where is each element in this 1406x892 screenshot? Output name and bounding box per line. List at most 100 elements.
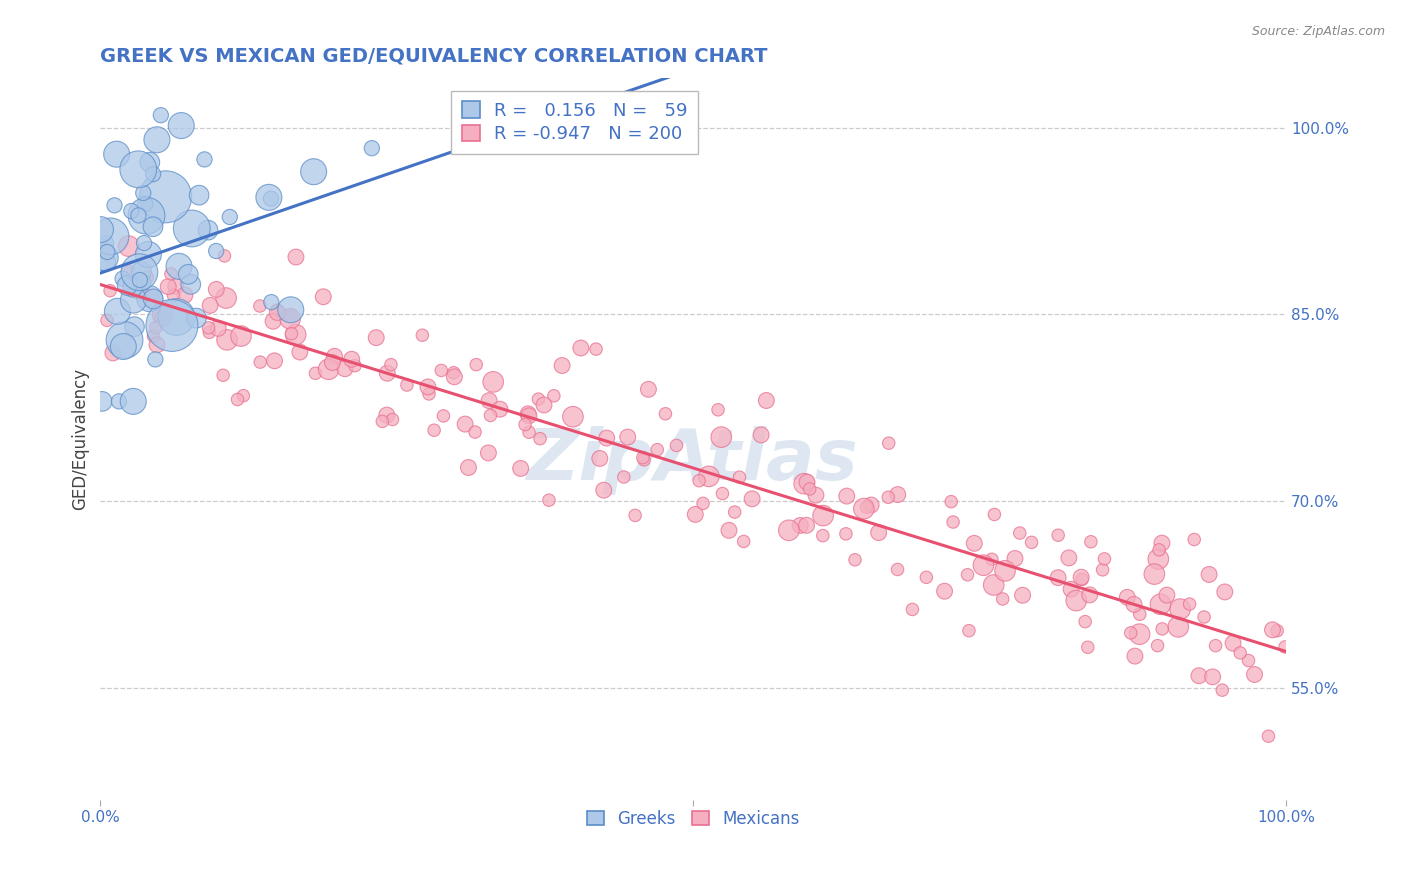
Point [835, 526, 858, 541]
Point [128, 265, 150, 279]
Point [631, 450, 654, 465]
Point [111, 271, 134, 285]
Point [278, 311, 301, 326]
Point [127, 208, 149, 222]
Point [1119, 626, 1142, 640]
Point [749, 428, 772, 442]
Point [1201, 670, 1223, 684]
Point [366, 331, 388, 345]
Point [513, 417, 536, 432]
Point [145, 320, 167, 334]
Y-axis label: GED/Equivalency: GED/Equivalency [72, 368, 89, 509]
Legend: Greeks, Mexicans: Greeks, Mexicans [581, 803, 806, 835]
Point [517, 409, 540, 423]
Point [340, 352, 363, 367]
Point [136, 270, 159, 285]
Point [284, 327, 307, 342]
Point [707, 402, 730, 417]
Point [381, 412, 404, 426]
Point [430, 363, 453, 377]
Point [1077, 640, 1099, 655]
Point [198, 298, 221, 312]
Point [146, 338, 169, 352]
Point [886, 562, 908, 576]
Point [1156, 588, 1178, 602]
Point [778, 524, 800, 538]
Point [711, 486, 734, 500]
Point [595, 431, 617, 445]
Point [132, 276, 155, 290]
Point [152, 308, 174, 322]
Point [212, 368, 235, 383]
Point [877, 490, 900, 504]
Point [1265, 624, 1288, 638]
Point [266, 305, 288, 319]
Point [616, 430, 638, 444]
Point [645, 442, 668, 457]
Point [193, 153, 215, 167]
Point [115, 278, 138, 293]
Point [860, 498, 883, 512]
Point [1182, 533, 1205, 547]
Point [844, 553, 866, 567]
Point [1222, 636, 1244, 650]
Point [380, 358, 402, 372]
Point [457, 460, 479, 475]
Point [855, 500, 877, 515]
Point [509, 461, 531, 475]
Point [613, 470, 636, 484]
Point [1149, 597, 1171, 611]
Point [835, 489, 858, 503]
Point [114, 333, 136, 347]
Point [755, 393, 778, 408]
Point [957, 624, 980, 638]
Point [1147, 542, 1170, 557]
Point [215, 333, 238, 347]
Point [146, 133, 169, 147]
Point [117, 264, 139, 278]
Point [1178, 597, 1201, 611]
Point [375, 366, 398, 380]
Point [207, 321, 229, 335]
Point [529, 432, 551, 446]
Point [1074, 615, 1097, 629]
Text: Source: ZipAtlas.com: Source: ZipAtlas.com [1251, 25, 1385, 38]
Point [887, 487, 910, 501]
Point [1146, 639, 1168, 653]
Point [249, 355, 271, 369]
Point [941, 494, 963, 508]
Point [637, 382, 659, 396]
Point [1057, 550, 1080, 565]
Point [1021, 535, 1043, 549]
Point [263, 354, 285, 368]
Point [142, 292, 165, 306]
Point [710, 430, 733, 444]
Point [1123, 598, 1146, 612]
Point [1080, 534, 1102, 549]
Point [665, 438, 688, 452]
Point [465, 358, 488, 372]
Point [138, 247, 160, 261]
Point [124, 319, 146, 334]
Point [96, 313, 118, 327]
Point [789, 518, 811, 533]
Point [89, 222, 111, 236]
Point [517, 407, 540, 421]
Point [107, 304, 129, 318]
Point [1091, 563, 1114, 577]
Point [799, 482, 821, 496]
Point [218, 210, 240, 224]
Point [478, 393, 501, 408]
Text: GREEK VS MEXICAN GED/EQUIVALENCY CORRELATION CHART: GREEK VS MEXICAN GED/EQUIVALENCY CORRELA… [100, 46, 768, 65]
Point [312, 290, 335, 304]
Point [170, 119, 193, 133]
Point [186, 311, 208, 326]
Point [1168, 602, 1191, 616]
Point [1147, 552, 1170, 566]
Point [1211, 683, 1233, 698]
Point [166, 310, 188, 324]
Point [592, 483, 614, 498]
Point [371, 414, 394, 428]
Point [811, 529, 834, 543]
Point [129, 273, 152, 287]
